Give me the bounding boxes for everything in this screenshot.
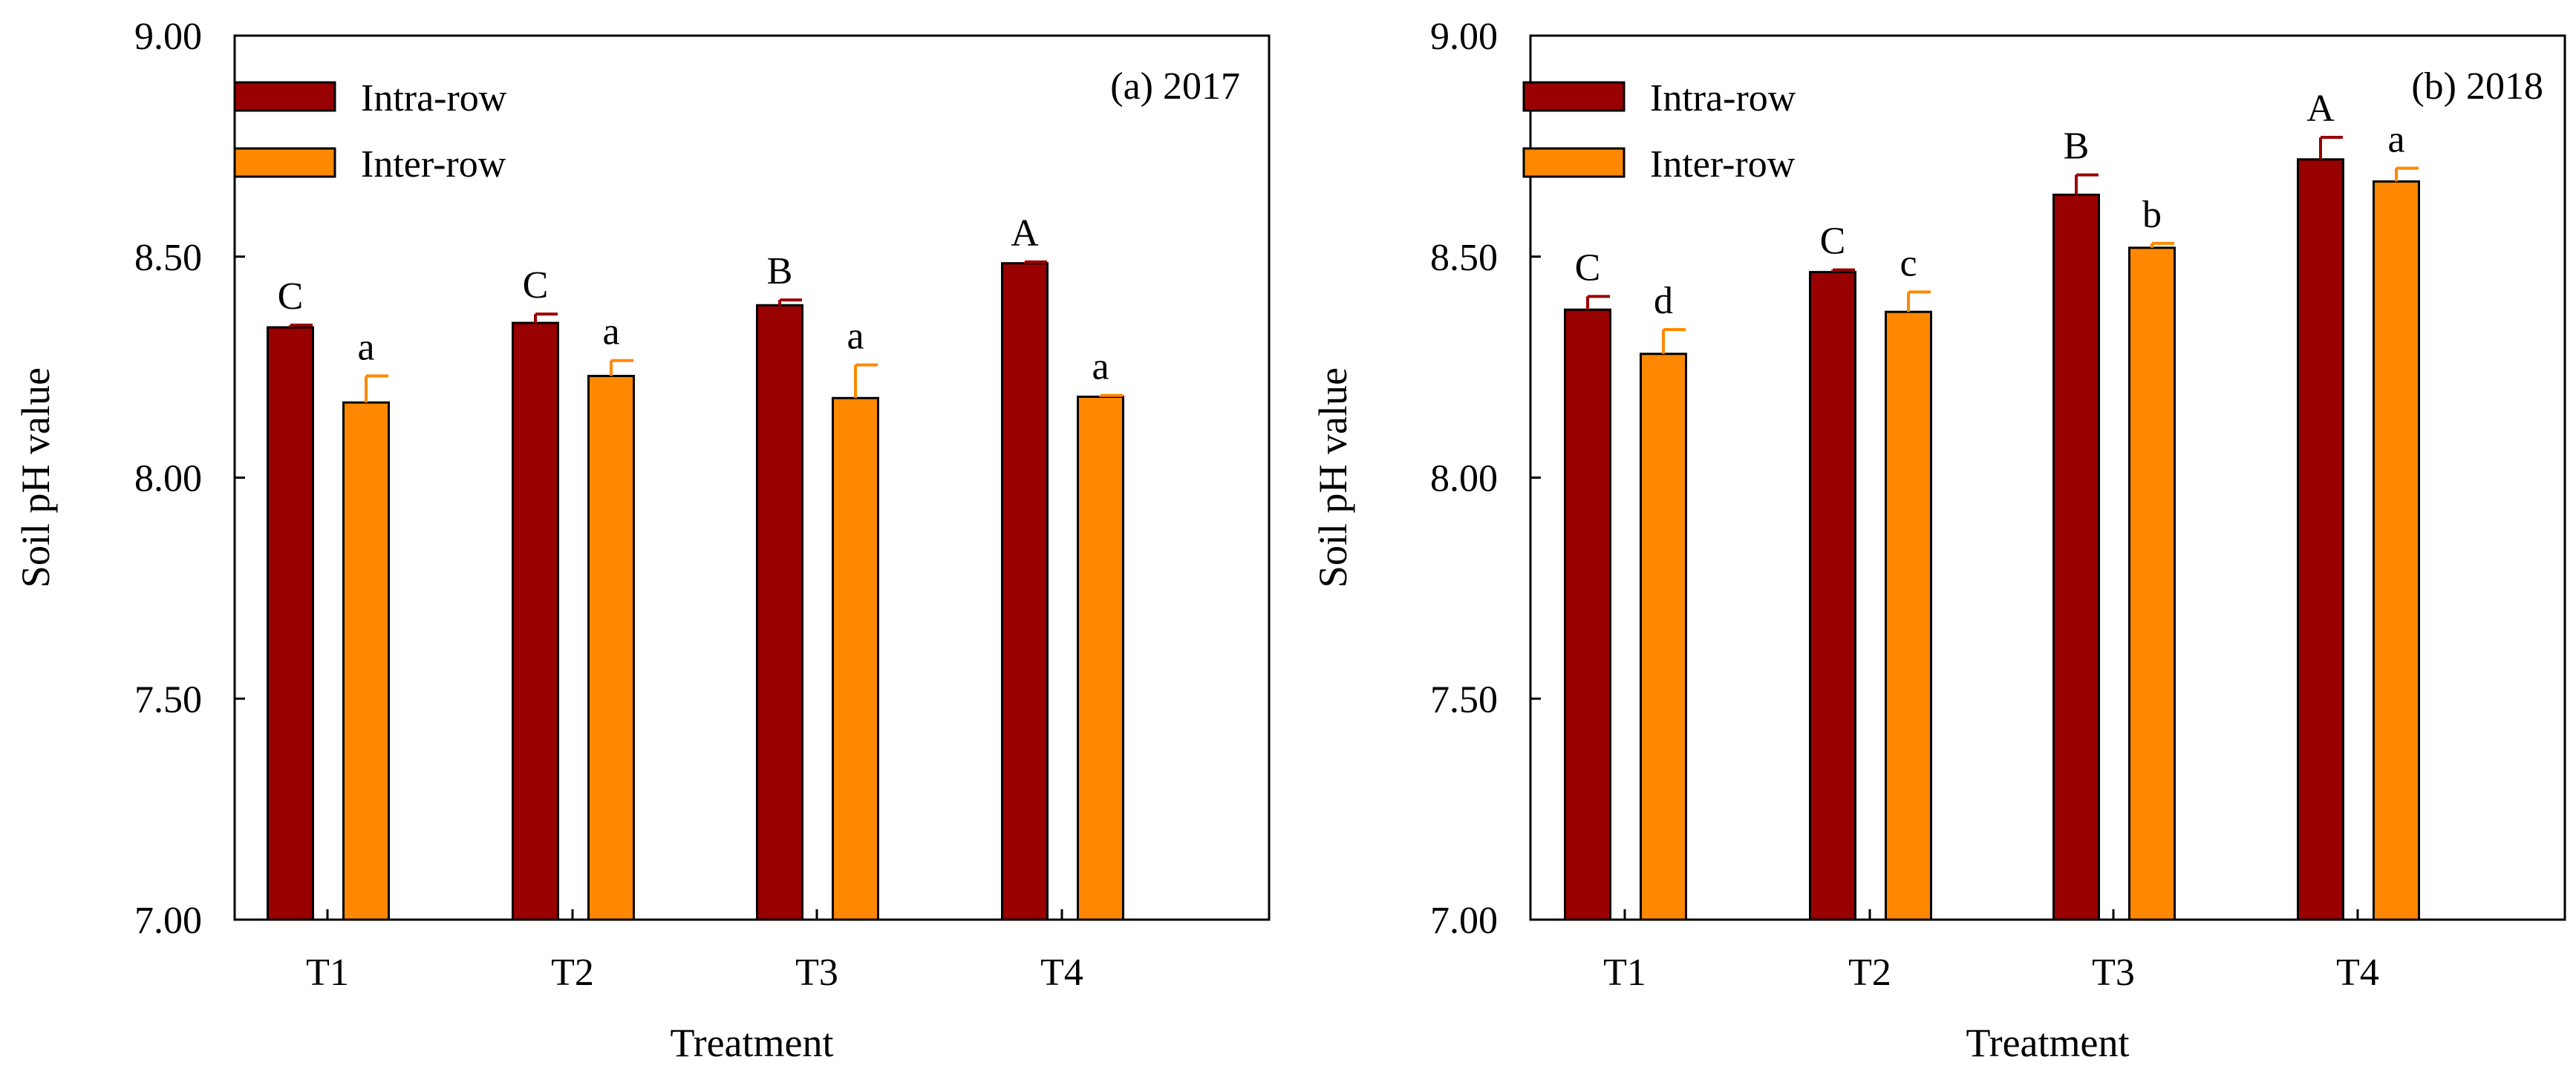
x-tick-label: T4 <box>2336 952 2379 994</box>
x-axis-title: Treatment <box>671 1021 834 1065</box>
bar-inter-row-t4 <box>1077 396 1124 921</box>
x-axis-title: Treatment <box>1966 1021 2130 1065</box>
legend-swatch-intra-row <box>1522 81 1626 112</box>
significance-letter: a <box>602 311 619 353</box>
bar-intra-row-t4 <box>2297 158 2344 921</box>
bar-intra-row-t3 <box>2052 193 2100 921</box>
x-tick-label: T3 <box>2092 952 2135 994</box>
significance-letter: A <box>2306 88 2335 130</box>
chart-panel-2: 7.00 7.50 8.00 8.50 9.00 C C B Ad c b a T1 T2 T3 T4 Trea… <box>1311 16 2566 1065</box>
significance-letter: d <box>1654 280 1673 322</box>
bar-inter-row-t3 <box>2128 246 2176 921</box>
significance-letter: B <box>2064 125 2090 168</box>
significance-letter: a <box>357 327 374 369</box>
x-tick-label: T4 <box>1040 952 1083 994</box>
significance-letter: C <box>523 264 549 307</box>
legend: Intra-row Inter-row <box>233 77 507 186</box>
bar-inter-row-t1 <box>1640 353 1687 921</box>
x-tick-label: T2 <box>1848 952 1891 994</box>
bar-intra-row-t4 <box>1001 262 1049 921</box>
y-tick-label: 8.50 <box>134 237 202 279</box>
bar-intra-row-t1 <box>1564 308 1611 921</box>
y-tick-label: 7.50 <box>1430 678 1498 721</box>
x-tick-label: T3 <box>795 952 838 994</box>
bar-inter-row-t4 <box>2373 180 2420 921</box>
legend-label: Intra-row <box>361 77 507 120</box>
bar-inter-row-t3 <box>832 396 879 921</box>
bar-inter-row-t2 <box>1885 310 1932 921</box>
x-tick-label: T2 <box>551 952 594 994</box>
significance-letter: B <box>767 250 793 292</box>
panel-label: (b) 2018 <box>2411 65 2543 108</box>
bar-intra-row-t1 <box>267 326 314 921</box>
significance-letter: c <box>1900 242 1917 284</box>
panel-label: (a) 2017 <box>1110 65 1240 108</box>
y-axis-title: Soil pH value <box>13 367 58 588</box>
y-axis-title: Soil pH value <box>1311 367 1355 588</box>
bar-inter-row-t2 <box>587 375 635 921</box>
bar-intra-row-t2 <box>512 321 559 921</box>
y-tick-label: 9.00 <box>134 16 202 58</box>
significance-letter: C <box>1820 220 1846 263</box>
legend-label: Intra-row <box>1650 77 1796 120</box>
legend-swatch-inter-row <box>1522 147 1626 178</box>
significance-letter: C <box>278 275 304 318</box>
bar-inter-row-t1 <box>342 401 390 921</box>
bar-intra-row-t2 <box>1809 271 1856 921</box>
significance-letter: a <box>2387 119 2404 161</box>
significance-letter: A <box>1011 212 1039 255</box>
legend-label: Inter-row <box>361 143 506 186</box>
significance-letter: C <box>1575 246 1601 289</box>
y-tick-label: 8.00 <box>134 458 202 500</box>
y-tick-label: 7.00 <box>1430 900 1498 942</box>
legend-swatch-inter-row <box>233 147 336 178</box>
legend: Intra-row Inter-row <box>1522 77 1796 186</box>
y-tick-label: 8.00 <box>1430 458 1498 500</box>
chart-panel-1: 7.00 7.50 8.00 8.50 9.00 C C B Aa a a a T1 T2 T3 T4 Trea… <box>13 16 1271 1065</box>
significance-letter: a <box>847 315 864 358</box>
plot-frame <box>233 34 1271 921</box>
y-tick-label: 7.50 <box>134 678 202 721</box>
significance-letter: b <box>2142 194 2162 236</box>
x-tick-label: T1 <box>1603 952 1646 994</box>
y-tick-label: 7.00 <box>134 900 202 942</box>
y-tick-label: 9.00 <box>1430 16 1498 58</box>
x-tick-label: T1 <box>306 952 349 994</box>
significance-letter: a <box>1092 346 1109 388</box>
y-tick-label: 8.50 <box>1430 237 1498 279</box>
bar-intra-row-t3 <box>756 304 803 921</box>
plot-frame <box>1529 34 2566 921</box>
legend-swatch-intra-row <box>233 81 336 112</box>
legend-label: Inter-row <box>1650 143 1796 186</box>
